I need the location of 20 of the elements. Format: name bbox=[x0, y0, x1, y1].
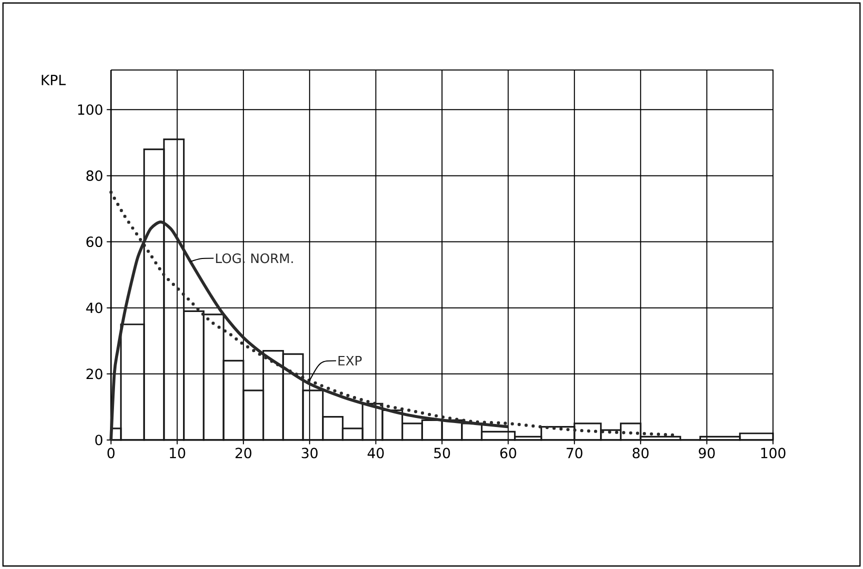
x-tick-label: 90 bbox=[698, 448, 715, 458]
y-tick-label: 60 bbox=[86, 236, 102, 248]
x-tick-label: 0 bbox=[107, 448, 115, 458]
x-tick-label: 20 bbox=[236, 448, 252, 458]
y-tick-label: 20 bbox=[86, 368, 102, 380]
x-tick-label: 30 bbox=[302, 448, 318, 458]
y-tick-label: 100 bbox=[78, 104, 102, 115]
x-tick-label: 80 bbox=[632, 448, 649, 458]
x-tick-label: 10 bbox=[170, 448, 186, 458]
y-tick-label: 80 bbox=[86, 170, 102, 181]
x-tick-label: 70 bbox=[566, 448, 582, 458]
y-axis-title: KPL bbox=[42, 74, 66, 86]
x-tick-label: 60 bbox=[500, 448, 516, 458]
series-label: EXP bbox=[338, 356, 362, 366]
y-tick-label: 0 bbox=[95, 434, 102, 446]
x-tick-label: 40 bbox=[368, 448, 384, 458]
x-tick-label: 100 bbox=[761, 448, 786, 458]
line-series bbox=[109, 190, 676, 437]
y-tick-label: 40 bbox=[86, 302, 102, 314]
x-tick-label: 50 bbox=[434, 448, 450, 458]
